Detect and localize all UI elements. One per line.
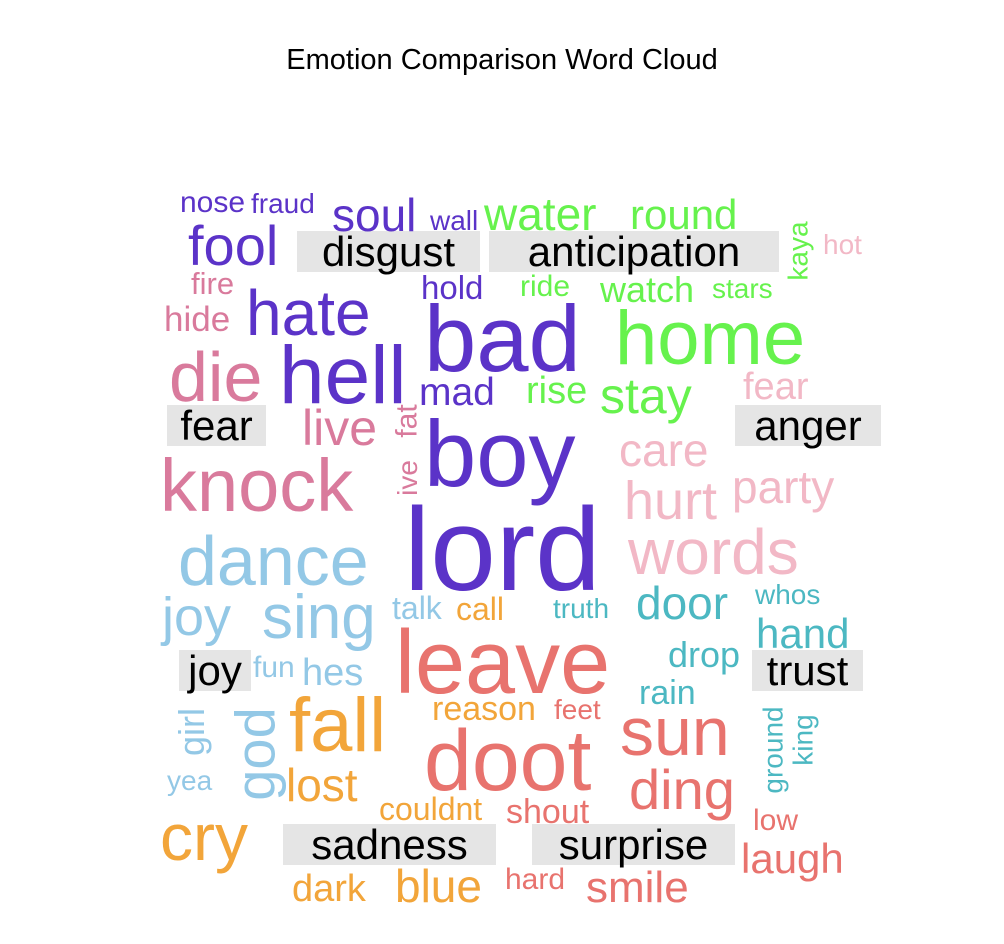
word-anger-hurt: hurt [624,471,718,531]
word-surprise-doot: doot [424,713,592,809]
word-disgust-hate: hate [246,277,371,349]
group-label-sadness: sadness [283,823,496,865]
group-label-surprise: surprise [532,823,735,865]
word-joy-joy: joy [162,587,232,647]
word-fear-ive: ive [391,460,423,496]
word-joy-hes: hes [302,652,364,694]
word-sadness-cry: cry [160,800,248,874]
group-label-trust: trust [752,649,863,691]
word-joy-fun: fun [253,651,295,684]
word-fear-hide: hide [164,300,231,339]
word-disgust-hold: hold [421,269,484,306]
word-joy-girl: girl [171,707,213,757]
word-disgust-bad: bad [424,286,581,391]
word-surprise-ding: ding [629,758,735,821]
group-label-fear: fear [167,404,266,446]
chart-title: Emotion Comparison Word Cloud [286,44,718,76]
word-sadness-call: call [456,591,505,627]
word-fear-die: die [169,338,263,416]
word-disgust-mad: mad [419,371,495,414]
word-disgust-wall: wall [430,205,479,236]
word-sadness-reason: reason [432,690,536,728]
word-trust-ground: ground [757,706,789,794]
word-anger-hot: hot [823,229,862,260]
word-joy-talk: talk [392,590,442,626]
word-anger-words: words [628,516,799,588]
word-disgust-hell: hell [279,330,407,421]
word-anger-fear: fear [743,366,809,408]
word-surprise-smile: smile [586,863,689,912]
word-sadness-blue: blue [395,860,482,912]
word-joy-dance: dance [178,522,369,600]
word-disgust-boy: boy [424,401,576,506]
word-surprise-feet: feet [554,694,601,725]
group-label-anticipation: anticipation [489,230,779,272]
word-trust-whos: whos [755,579,821,610]
word-fear-live: live [302,400,378,456]
word-trust-door: door [636,577,729,629]
word-trust-truth: truth [553,593,610,624]
word-disgust-nose: nose [180,186,246,219]
word-trust-rain: rain [639,674,696,712]
word-trust-drop: drop [668,634,741,675]
word-surprise-hard: hard [505,863,566,896]
word-anticipation-rise: rise [526,370,588,412]
word-trust-king: king [787,714,819,766]
word-anger-care: care [619,424,709,476]
word-trust-hand: hand [756,610,850,657]
word-fear-fat: fat [390,404,424,438]
word-joy-god: god [223,707,287,801]
word-sadness-fall: fall [289,683,387,768]
word-anticipation-watch: watch [600,269,695,310]
word-surprise-laugh: laugh [741,835,844,882]
group-label-disgust: disgust [297,230,480,272]
word-anticipation-kaya: kaya [782,221,814,281]
word-joy-sing: sing [262,583,376,652]
group-label-joy: joy [179,649,251,691]
word-disgust-lord: lord [404,484,601,616]
word-surprise-leave: leave [395,613,611,713]
word-anticipation-ride: ride [520,270,571,303]
word-anticipation-home: home [615,296,806,381]
word-disgust-soul: soul [332,189,417,241]
word-surprise-shout: shout [506,793,590,831]
word-anticipation-stay: stay [600,368,692,424]
word-fear-knock: knock [160,444,354,527]
word-surprise-low: low [753,804,799,837]
word-sadness-dark: dark [292,868,366,910]
word-anticipation-stars: stars [712,273,773,304]
word-joy-yea: yea [167,765,213,796]
word-sadness-couldnt: couldnt [379,791,483,827]
group-label-anger: anger [735,404,881,446]
word-sadness-lost: lost [286,759,358,811]
word-disgust-fool: fool [188,214,279,277]
word-fear-fire: fire [191,266,235,301]
word-anticipation-water: water [484,188,597,240]
word-disgust-fraud: fraud [251,188,315,219]
word-anger-party: party [732,461,835,513]
word-anticipation-round: round [630,191,738,238]
word-surprise-sun: sun [620,694,730,770]
